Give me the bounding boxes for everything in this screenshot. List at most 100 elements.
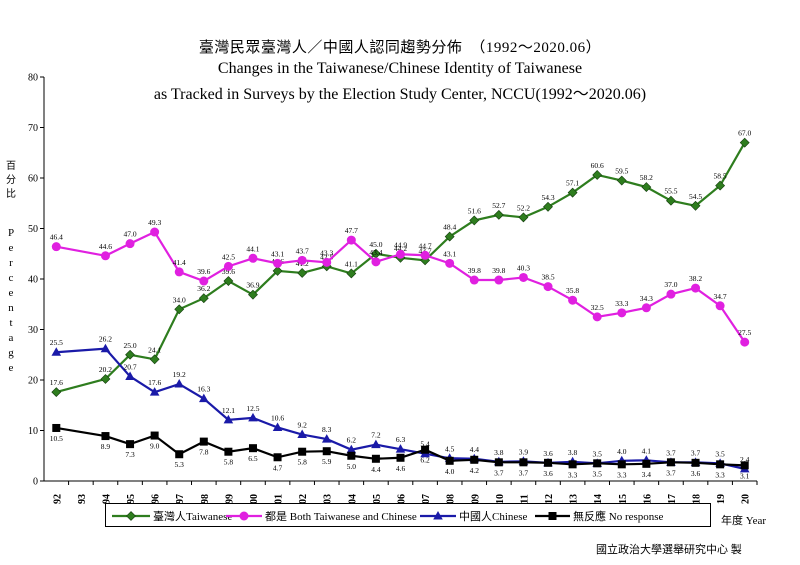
data-point: [199, 437, 208, 446]
data-point: [691, 283, 701, 293]
data-label: 43.1: [271, 249, 284, 258]
chart-legend: [105, 503, 711, 527]
data-point: [150, 227, 160, 237]
data-label: 3.7: [519, 468, 529, 477]
data-label: 60.6: [591, 161, 604, 170]
data-point: [223, 276, 234, 286]
x-tick-label: 14: [593, 494, 604, 504]
chart-title-chinese: 臺灣民眾臺灣人／中國人認同趨勢分佈 （1992～2020.06）: [198, 40, 602, 56]
data-label: 49.3: [148, 218, 161, 227]
chart-title-english-line2: as Tracked in Surveys by the Election St…: [153, 86, 647, 103]
data-label: 3.6: [543, 449, 553, 458]
y-axis-label-char: t: [9, 317, 13, 329]
data-label: 37.0: [664, 280, 677, 289]
data-point: [100, 374, 111, 384]
x-tick-label: 95: [126, 494, 137, 504]
data-label: 33.3: [615, 299, 628, 308]
data-label: 39.8: [492, 266, 505, 275]
data-point: [666, 458, 675, 467]
y-axis-label-char: 分: [6, 175, 16, 186]
data-point: [716, 460, 725, 469]
data-label: 41.4: [173, 258, 186, 267]
data-label: 16.3: [197, 385, 210, 394]
data-point: [248, 444, 257, 453]
legend-label: 中國人Chinese: [459, 510, 528, 523]
data-label: 3.8: [568, 448, 578, 457]
data-point: [544, 458, 553, 467]
data-point: [592, 170, 603, 180]
data-label: 3.9: [519, 447, 529, 456]
y-tick-label: 70: [28, 123, 38, 134]
data-point: [150, 431, 159, 440]
data-label: 47.7: [345, 226, 358, 235]
data-label: 5.4: [420, 440, 430, 449]
data-label: 52.2: [517, 203, 530, 212]
data-point: [567, 187, 578, 198]
data-label: 8.3: [322, 425, 332, 434]
source-credit: 國立政治大學選舉研究中心 製: [596, 544, 742, 556]
x-tick-label: 96: [151, 494, 162, 504]
x-tick-label: 11: [519, 494, 530, 503]
data-label: 8.9: [101, 442, 111, 451]
data-point: [198, 293, 209, 304]
data-point: [149, 354, 160, 365]
x-tick-label: 12: [544, 494, 555, 504]
data-label: 44.6: [99, 242, 112, 251]
series-line: [56, 426, 745, 467]
data-label: 4.0: [445, 467, 455, 476]
data-label: 10.6: [271, 413, 284, 422]
data-label: 3.5: [715, 449, 725, 458]
data-point: [248, 253, 258, 263]
data-label: 3.3: [568, 470, 578, 479]
y-axis-label-char: a: [8, 332, 14, 344]
data-label: 38.2: [689, 274, 702, 283]
y-tick-label: 60: [28, 174, 38, 185]
data-point: [519, 458, 528, 467]
data-label: 34.0: [173, 295, 186, 304]
data-label: 44.2: [394, 244, 407, 253]
data-label: 3.5: [593, 469, 603, 478]
data-label: 3.7: [666, 468, 676, 477]
data-label: 51.6: [468, 206, 481, 215]
data-label: 5.8: [297, 458, 307, 467]
data-label: 3.5: [593, 449, 603, 458]
data-label: 3.1: [740, 471, 750, 480]
y-tick-label: 30: [28, 325, 38, 336]
data-point: [666, 195, 676, 206]
x-tick-label: 04: [347, 494, 358, 504]
y-axis-label-char: c: [8, 272, 14, 284]
data-point: [346, 268, 357, 279]
data-point: [51, 242, 61, 252]
data-label: 40.3: [517, 263, 530, 272]
y-tick-label: 20: [28, 376, 38, 387]
data-point: [395, 444, 406, 453]
data-label: 44.1: [246, 244, 259, 253]
y-axis-label-char: 比: [6, 189, 16, 200]
data-point: [272, 265, 283, 276]
data-label: 4.2: [470, 466, 480, 475]
data-label: 35.8: [566, 286, 579, 295]
data-label: 3.6: [691, 469, 701, 478]
data-point: [493, 209, 504, 220]
data-label: 41.1: [345, 259, 358, 268]
data-point: [298, 447, 307, 456]
data-label: 44.7: [419, 241, 432, 250]
data-label: 55.5: [664, 187, 677, 196]
data-point: [101, 432, 110, 441]
data-point: [568, 460, 577, 469]
data-point: [444, 231, 455, 242]
data-point: [715, 180, 726, 191]
chart-title-english-line1: Changes in the Taiwanese/Chinese Identit…: [217, 60, 583, 77]
x-tick-label: 20: [741, 494, 752, 504]
data-point: [100, 251, 110, 261]
x-tick-label: 02: [298, 494, 309, 504]
data-point: [125, 371, 135, 380]
data-label: 43.3: [320, 248, 333, 257]
data-point: [617, 460, 626, 469]
data-point: [740, 461, 749, 470]
x-axis-title: 年度 Year: [721, 515, 767, 527]
data-label: 59.5: [615, 167, 628, 176]
x-tick-label: 08: [446, 494, 457, 504]
data-point: [297, 429, 307, 439]
data-label: 19.2: [173, 370, 186, 379]
